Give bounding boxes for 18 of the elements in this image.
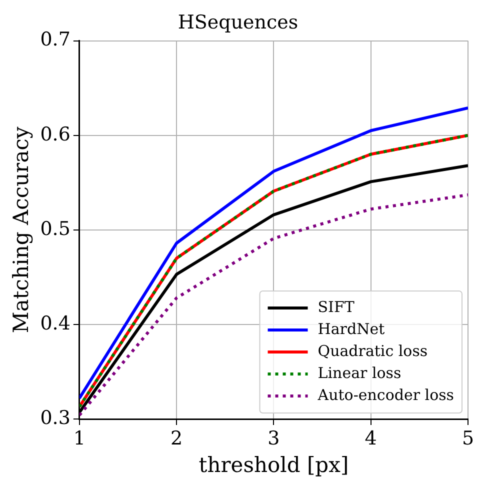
x-tick-label: 5 <box>462 427 474 450</box>
y-axis-title: Matching Accuracy <box>9 126 34 334</box>
legend-label: Auto-encoder loss <box>316 386 454 404</box>
legend-label: Quadratic loss <box>318 342 428 360</box>
legend-label: SIFT <box>318 298 354 316</box>
y-tick-label: 0.7 <box>40 28 70 51</box>
x-tick-label: 3 <box>268 427 280 450</box>
y-tick-label: 0.4 <box>40 312 70 334</box>
x-tick-label: 2 <box>170 427 183 450</box>
legend-label: HardNet <box>318 320 385 338</box>
x-tick-label: 1 <box>73 427 86 450</box>
legend-label: Linear loss <box>318 364 402 382</box>
y-tick-label: 0.5 <box>40 218 70 240</box>
chart-title: HSequences <box>178 11 298 34</box>
y-tick-label: 0.6 <box>40 123 70 146</box>
x-tick-label: 4 <box>364 427 377 450</box>
x-axis-title: threshold [px] <box>198 452 349 477</box>
y-tick-label: 0.3 <box>40 406 70 429</box>
